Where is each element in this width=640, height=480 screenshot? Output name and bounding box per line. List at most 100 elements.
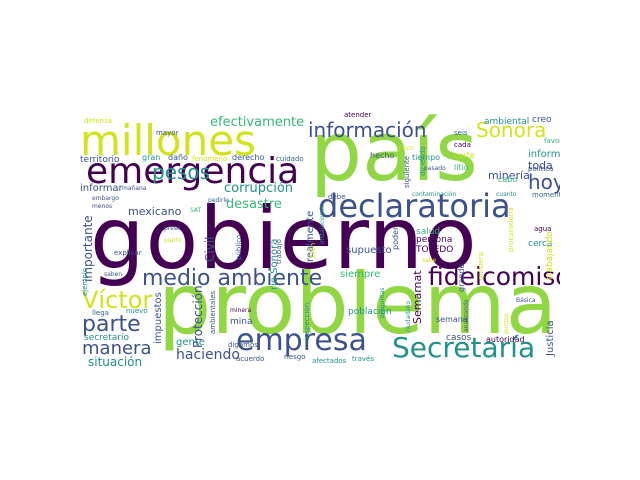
word: creo — [532, 115, 552, 125]
word: toda — [528, 159, 553, 172]
word: persona — [416, 235, 453, 245]
word: Protección — [191, 285, 205, 348]
word: semana — [436, 315, 468, 324]
word: puntos — [503, 313, 510, 334]
word: punto — [164, 237, 182, 244]
word: minería — [488, 169, 530, 182]
word: información — [308, 118, 427, 142]
word: mayor — [156, 129, 179, 137]
word: autoridad — [486, 335, 525, 344]
word: público — [235, 234, 243, 260]
word: acuerdo — [236, 355, 265, 363]
word: inspección — [303, 302, 311, 340]
word: Víctor — [82, 286, 153, 314]
word: ambientales — [209, 290, 217, 334]
word: cabo — [498, 175, 518, 184]
word: país — [310, 112, 478, 200]
word: litio — [454, 163, 469, 172]
word: ciudadano — [405, 300, 412, 332]
word: desastre — [226, 197, 282, 212]
word: siguiente — [403, 155, 411, 188]
word: secretario — [84, 333, 129, 343]
word: hoy — [528, 170, 560, 194]
word: haciendo — [176, 347, 240, 363]
word: explicar — [114, 249, 142, 257]
word: favor — [544, 137, 560, 145]
word: informe — [528, 149, 560, 160]
word: afectados — [312, 357, 347, 365]
word: impuestos — [153, 292, 164, 344]
word: ambiental — [484, 117, 530, 127]
word: llega — [92, 309, 109, 317]
word: Secretaría — [392, 331, 536, 364]
word: poder — [391, 226, 400, 250]
word: grande — [457, 263, 466, 292]
word: cuidado — [276, 155, 304, 163]
word: situación — [88, 355, 143, 368]
word: Básica — [516, 297, 536, 304]
word: sabe — [422, 257, 437, 264]
word: corrupción — [224, 181, 294, 196]
word: procuraduría — [507, 207, 515, 252]
word: cinco — [398, 145, 414, 152]
word: cerca — [528, 239, 553, 249]
word: mexicano — [128, 205, 182, 218]
word: embargo — [92, 195, 119, 202]
word: minera — [230, 307, 252, 314]
word: momento — [532, 191, 560, 199]
word: pedirle — [208, 197, 229, 204]
word: emergencia — [86, 151, 300, 192]
word: diciendo — [419, 146, 427, 176]
word: cuanto — [496, 191, 517, 198]
word: política — [528, 165, 554, 173]
word: seis — [454, 129, 468, 137]
word: nuevo — [126, 307, 148, 315]
word: pasado — [424, 165, 446, 172]
word: informar — [80, 183, 123, 194]
word: medio ambiente — [142, 266, 323, 291]
word: fideicomiso — [428, 262, 560, 291]
word: presa — [164, 225, 181, 232]
word: instalaciones — [319, 204, 326, 244]
word: supuesto — [346, 245, 392, 256]
word: mina — [230, 317, 253, 327]
word: salud — [416, 227, 441, 237]
word: problema — [158, 255, 558, 353]
word: saben — [104, 271, 123, 278]
word: siempre — [340, 269, 381, 280]
word: debe — [328, 193, 346, 201]
word: daño — [168, 153, 188, 162]
word: derecho — [232, 153, 265, 162]
word: analizando — [463, 299, 470, 332]
word: gente — [176, 337, 205, 348]
word: hecho — [370, 151, 395, 160]
word: millones — [80, 116, 256, 165]
word: parte — [82, 312, 141, 337]
word: mañana — [122, 185, 147, 192]
word: contaminación — [412, 191, 457, 198]
word: fenómeno — [192, 155, 228, 163]
word: tiempo — [412, 153, 441, 162]
word: agua — [534, 225, 552, 233]
word: trabajo — [275, 239, 283, 264]
word: riesgo — [284, 353, 306, 361]
word: Sonora — [476, 118, 547, 142]
word: trabajando — [545, 231, 555, 280]
word: digamos — [228, 341, 258, 349]
word: pesos — [152, 160, 211, 184]
word: cada — [454, 141, 471, 149]
word: quisiera — [477, 252, 485, 280]
word: atender — [344, 112, 372, 119]
word: territorio — [80, 155, 120, 165]
word: gran — [142, 153, 161, 162]
word: población — [348, 307, 392, 317]
word: casos — [446, 333, 472, 343]
word: manera — [82, 338, 152, 359]
word: menos — [92, 203, 113, 210]
word: ejemplo — [81, 267, 89, 296]
word: SAT — [190, 207, 202, 214]
word: gobierno — [90, 189, 478, 289]
word: bien — [309, 242, 317, 258]
word: Justicia — [545, 320, 556, 356]
word: declaratoria — [318, 187, 511, 225]
